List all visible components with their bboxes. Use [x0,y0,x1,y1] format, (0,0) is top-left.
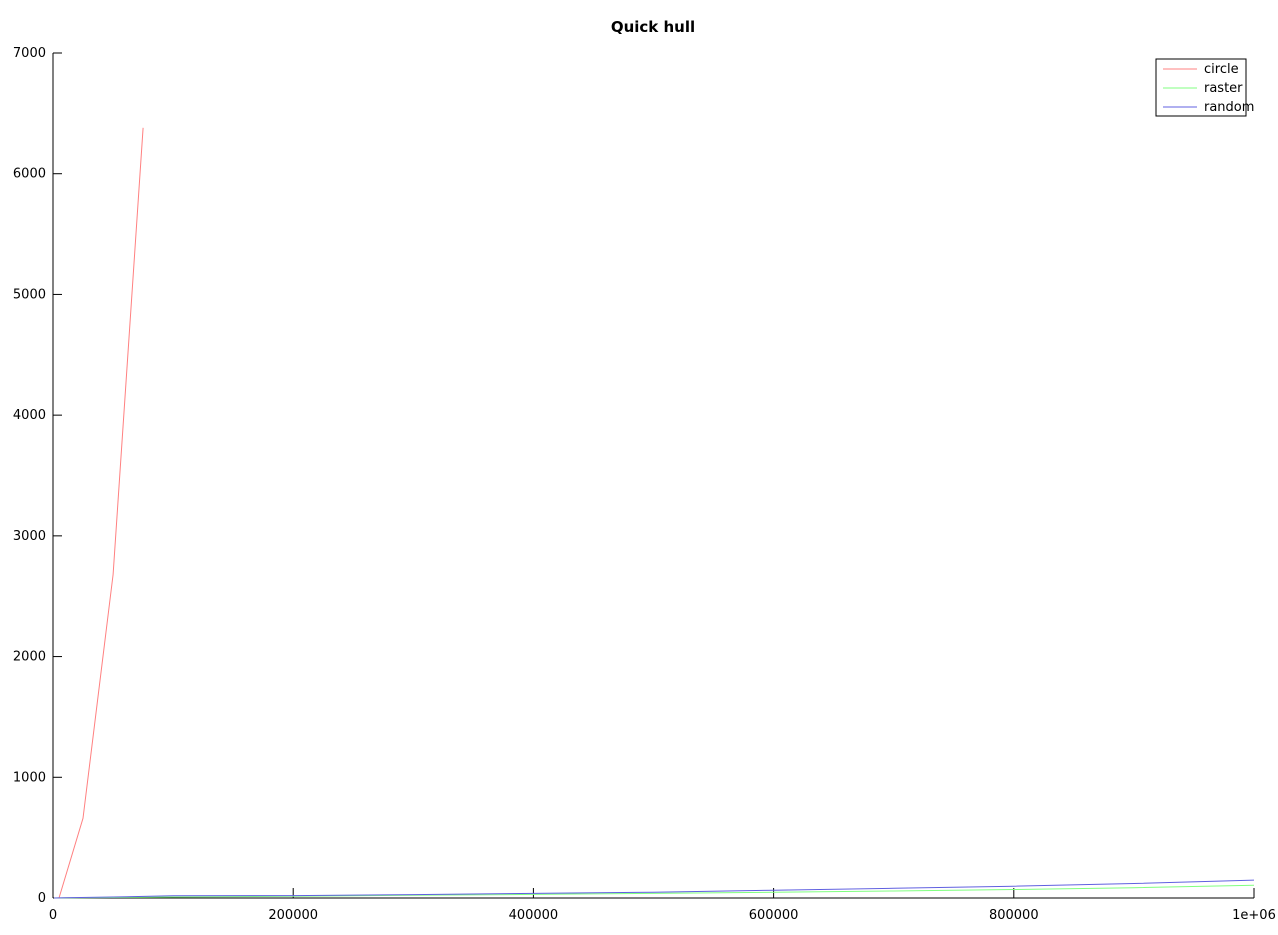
chart-title: Quick hull [611,18,695,36]
y-tick-label: 4000 [13,408,46,423]
x-tick-label: 1e+06 [1232,908,1276,923]
y-tick-label: 5000 [13,287,46,302]
y-tick-label: 1000 [13,770,46,785]
legend-label-circle: circle [1204,62,1239,77]
series-line-random [54,879,1255,899]
series-lines [54,127,1255,899]
y-tick-label: 6000 [13,167,46,182]
legend-label-random: random [1204,100,1254,115]
y-tick-label: 2000 [13,650,46,665]
x-tick-label: 200000 [268,908,318,923]
y-tick-label: 7000 [13,46,46,61]
y-tick-label: 0 [38,891,46,906]
series-line-raster [54,884,1255,899]
x-tick-label: 600000 [749,908,799,923]
axes: 0 1000 2000 3000 4000 5000 6000 7000 0 200000 4000… [13,46,1276,923]
series-line-circle [58,127,144,899]
x-tick-label: 800000 [989,908,1039,923]
x-tick-label: 400000 [509,908,559,923]
legend-label-raster: raster [1204,81,1243,96]
x-tick-label: 0 [49,908,57,923]
legend: circle raster random [1155,58,1254,117]
y-tick-label: 3000 [13,529,46,544]
